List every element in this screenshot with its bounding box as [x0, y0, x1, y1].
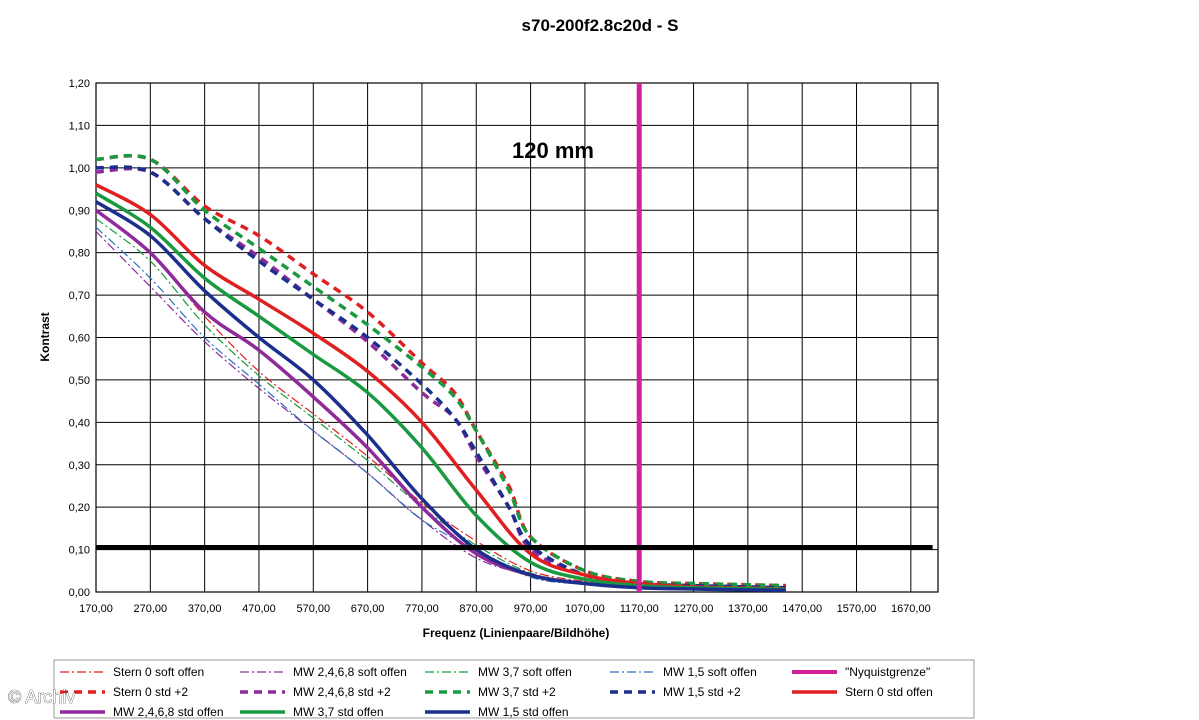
legend-label: MW 3,7 std +2 — [478, 685, 556, 699]
series-mw-1-5-std-offen — [95, 200, 786, 593]
legend-box — [53, 659, 975, 719]
y-tick-label: 0,60 — [69, 333, 90, 345]
y-tick-label: 0,30 — [69, 460, 90, 472]
legend-label: MW 1,5 soft offen — [663, 665, 757, 679]
y-tick-label: 0,20 — [69, 502, 90, 514]
x-tick-label: 1570,00 — [837, 603, 877, 615]
legend-label: MW 1,5 std +2 — [663, 685, 741, 699]
legend-label: Stern 0 std +2 — [113, 685, 188, 699]
x-tick-label: 1270,00 — [674, 603, 714, 615]
chart-title: s70-200f2.8c20d - S — [522, 16, 679, 35]
x-tick-label: 870,00 — [459, 603, 493, 615]
legend-label: MW 1,5 std offen — [478, 705, 569, 719]
y-tick-label: 1,10 — [69, 120, 90, 132]
x-tick-label: 1470,00 — [782, 603, 822, 615]
y-tick-label: 0,70 — [69, 290, 90, 302]
y-tick-label: 0,40 — [69, 417, 90, 429]
x-tick-label: 970,00 — [514, 603, 548, 615]
x-tick-label: 670,00 — [351, 603, 385, 615]
y-tick-label: 0,80 — [69, 248, 90, 260]
legend-label: MW 2,4,6,8 std +2 — [293, 685, 391, 699]
x-tick-label: 1670,00 — [891, 603, 931, 615]
x-axis-title: Frequenz (Linienpaare/Bildhöhe) — [423, 626, 610, 640]
plot-area: 0,00 0,10 0,20 0,30 0,40 0,50 0,60 0,70 0,80 0,90… — [69, 78, 939, 615]
watermark: © Archiv — [8, 687, 75, 707]
legend-label: MW 2,4,6,8 soft offen — [293, 665, 407, 679]
legend: Stern 0 soft offen MW 2,4,6,8 soft offen M… — [53, 659, 975, 719]
y-axis-title: Kontrast — [38, 312, 52, 361]
legend-label: Stern 0 std offen — [845, 685, 933, 699]
series-mw-3-7-std-2 — [95, 153, 786, 588]
focal-length-annotation: 120 mm — [512, 138, 594, 163]
y-tick-label: 1,00 — [69, 163, 90, 175]
x-tick-label: 570,00 — [296, 603, 330, 615]
x-tick-label: 1170,00 — [620, 603, 659, 615]
legend-label: "Nyquistgrenze" — [845, 665, 930, 679]
x-tick-label: 270,00 — [133, 603, 167, 615]
x-tick-label: 470,00 — [242, 603, 276, 615]
y-tick-label: 0,90 — [69, 205, 90, 217]
y-tick-label: 0,00 — [69, 587, 90, 599]
legend-label: MW 3,7 std offen — [293, 705, 384, 719]
x-tick-label: 770,00 — [405, 603, 439, 615]
x-tick-label: 170,00 — [79, 603, 113, 615]
x-tick-label: 1070,00 — [565, 603, 605, 615]
x-tick-label: 370,00 — [188, 603, 222, 615]
legend-label: MW 2,4,6,8 std offen — [113, 705, 224, 719]
y-tick-label: 0,50 — [69, 375, 90, 387]
legend-label: MW 3,7 soft offen — [478, 665, 572, 679]
y-tick-label: 1,20 — [69, 78, 90, 90]
y-tick-label: 0,10 — [69, 545, 90, 557]
legend-label: Stern 0 soft offen — [113, 665, 204, 679]
x-tick-label: 1370,00 — [728, 603, 768, 615]
